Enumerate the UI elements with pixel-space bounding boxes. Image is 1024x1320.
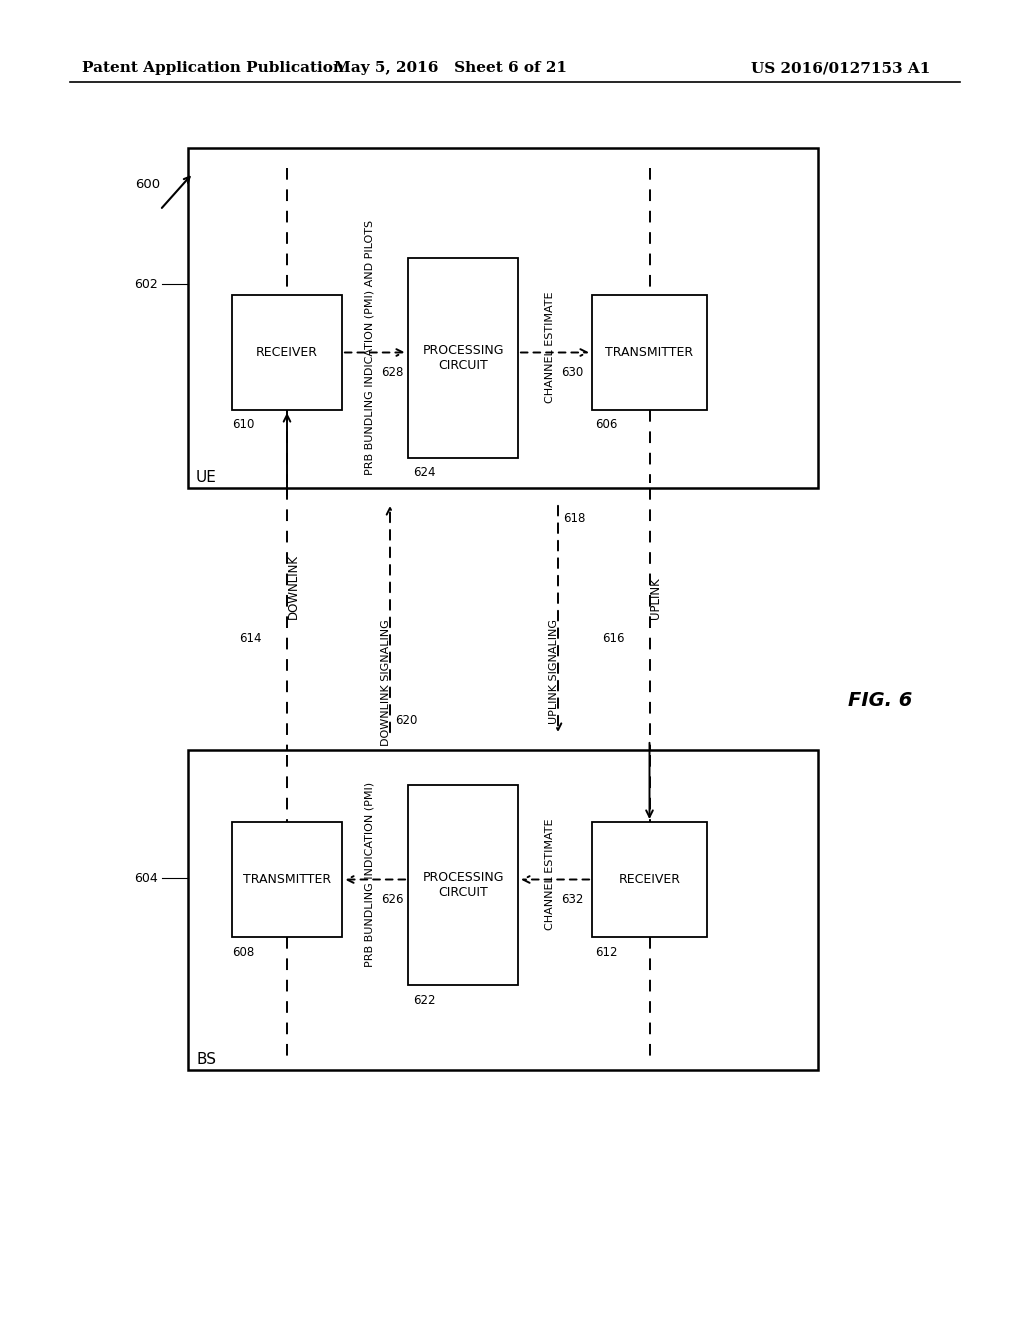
Bar: [592, 822, 707, 937]
Text: 632: 632: [561, 894, 584, 906]
Text: PRB BUNDLING INDICATION (PMI) AND PILOTS: PRB BUNDLING INDICATION (PMI) AND PILOTS: [365, 220, 375, 475]
Text: 620: 620: [395, 714, 418, 726]
Text: PROCESSING
CIRCUIT: PROCESSING CIRCUIT: [422, 871, 504, 899]
Bar: [408, 785, 518, 985]
Text: 602: 602: [134, 277, 158, 290]
Text: US 2016/0127153 A1: US 2016/0127153 A1: [751, 61, 930, 75]
Text: 606: 606: [595, 418, 617, 432]
Text: 614: 614: [240, 632, 262, 645]
Text: UE: UE: [196, 470, 217, 486]
Text: 618: 618: [563, 511, 586, 524]
Text: BS: BS: [196, 1052, 216, 1068]
Bar: [592, 294, 707, 411]
Bar: [188, 750, 818, 1071]
Text: 600: 600: [135, 178, 161, 191]
Text: DOWNLINK: DOWNLINK: [287, 554, 299, 619]
Text: Patent Application Publication: Patent Application Publication: [82, 61, 344, 75]
Text: 630: 630: [561, 366, 584, 379]
Text: RECEIVER: RECEIVER: [256, 346, 318, 359]
Text: 610: 610: [232, 418, 254, 432]
Text: RECEIVER: RECEIVER: [618, 873, 681, 886]
Text: 612: 612: [595, 945, 617, 958]
Text: May 5, 2016   Sheet 6 of 21: May 5, 2016 Sheet 6 of 21: [334, 61, 566, 75]
Text: TRANSMITTER: TRANSMITTER: [243, 873, 331, 886]
Bar: [232, 822, 342, 937]
Bar: [232, 294, 342, 411]
Text: 626: 626: [381, 894, 403, 906]
Text: 604: 604: [134, 871, 158, 884]
Text: CHANNEL ESTIMATE: CHANNEL ESTIMATE: [545, 818, 555, 931]
Text: FIG. 6: FIG. 6: [848, 690, 912, 710]
Text: DOWNLINK SIGNALING: DOWNLINK SIGNALING: [381, 619, 391, 746]
Text: UPLINK: UPLINK: [649, 577, 662, 619]
Text: 616: 616: [602, 632, 625, 645]
Text: PRB BUNDLING INDICATION (PMI): PRB BUNDLING INDICATION (PMI): [365, 781, 375, 968]
Text: 608: 608: [232, 945, 254, 958]
Bar: [188, 148, 818, 488]
Text: TRANSMITTER: TRANSMITTER: [605, 346, 693, 359]
Text: PROCESSING
CIRCUIT: PROCESSING CIRCUIT: [422, 345, 504, 372]
Text: CHANNEL ESTIMATE: CHANNEL ESTIMATE: [545, 292, 555, 403]
Text: 624: 624: [413, 466, 435, 479]
Text: UPLINK SIGNALING: UPLINK SIGNALING: [549, 619, 559, 723]
Bar: [408, 257, 518, 458]
Text: 622: 622: [413, 994, 435, 1006]
Text: 628: 628: [381, 366, 403, 379]
